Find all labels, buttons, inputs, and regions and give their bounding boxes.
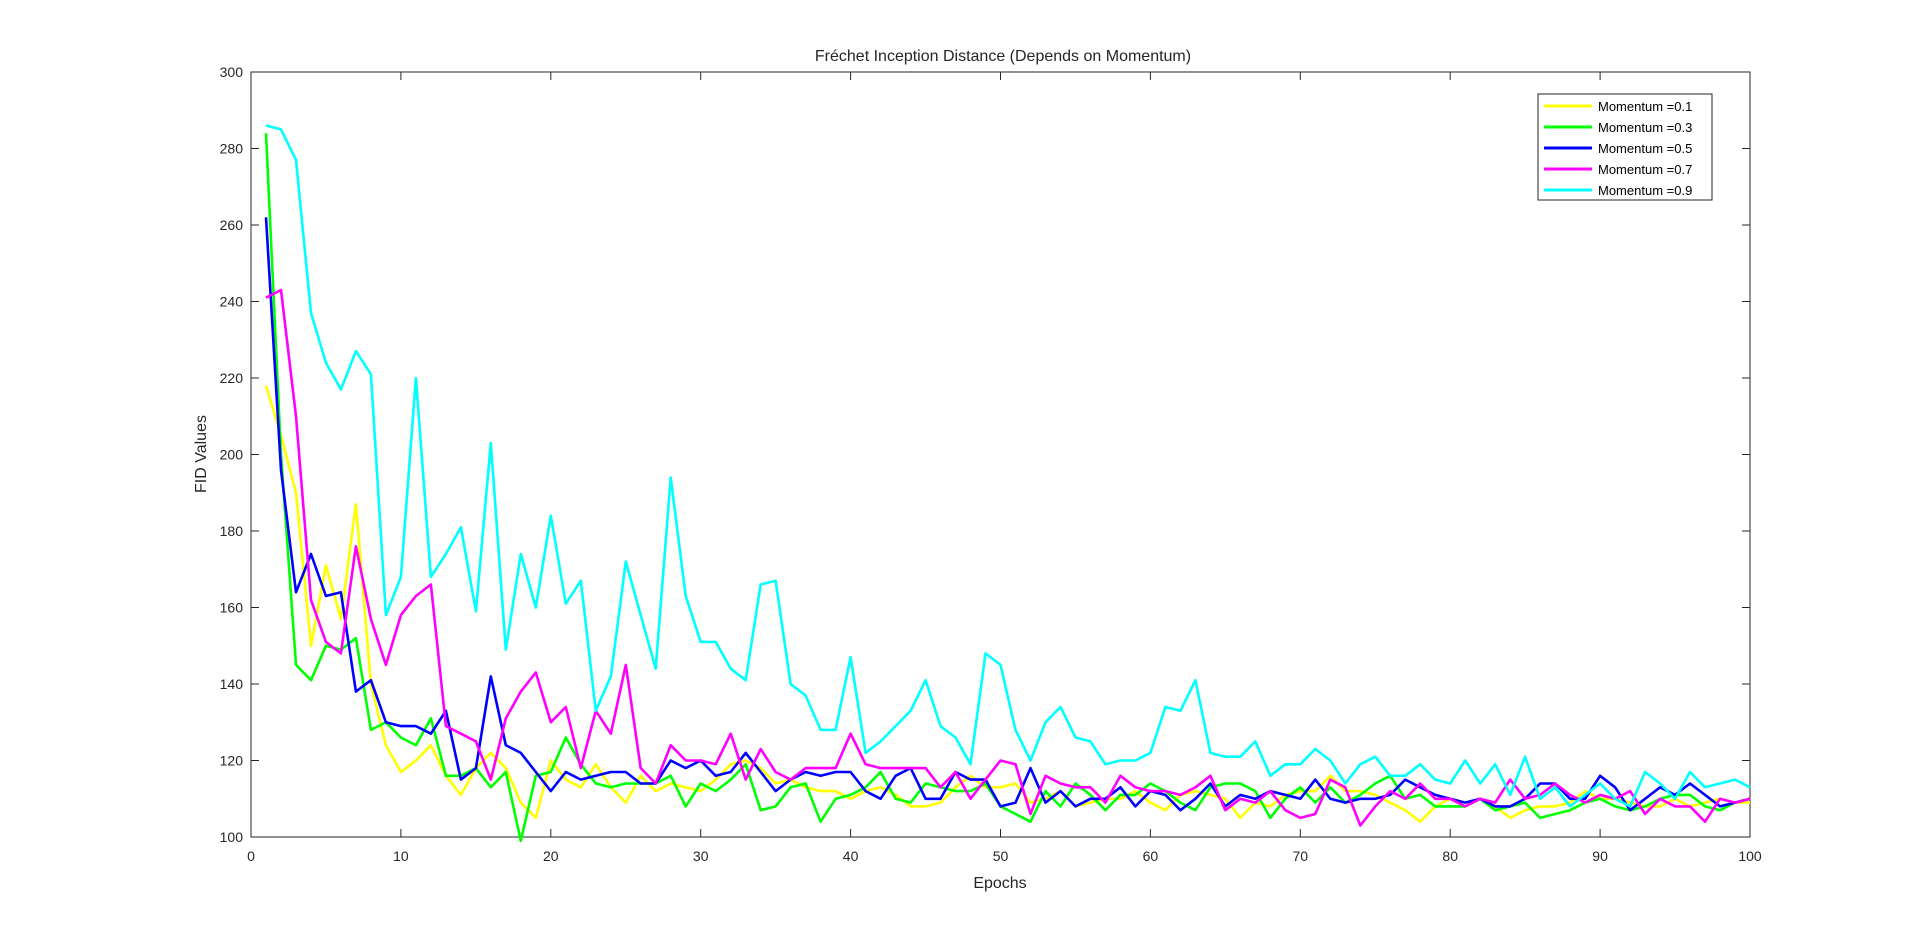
series-line-4 xyxy=(265,288,1751,827)
x-tick-label: 70 xyxy=(1293,848,1309,864)
series-line-2 xyxy=(264,133,1751,843)
legend-label-1: Momentum =0.1 xyxy=(1598,99,1692,114)
y-tick-label: 260 xyxy=(220,217,244,233)
legend: Momentum =0.1 Momentum =0.3 Momentum =0.5 M… xyxy=(1537,93,1713,201)
y-tick-label: 100 xyxy=(220,829,244,845)
x-tick-label: 100 xyxy=(1738,848,1762,864)
x-tick-label: 0 xyxy=(247,848,255,864)
y-tick-label: 280 xyxy=(220,141,244,157)
axes-layer: 0 10 20 30 40 50 60 70 80 90 100 100 120 140 160 180 200… xyxy=(220,64,1762,864)
series-line-3 xyxy=(264,217,1751,812)
plot-area: 0 10 20 30 40 50 60 70 80 90 100 100 120 140 160 180 200… xyxy=(220,64,1762,864)
y-tick-label: 220 xyxy=(220,370,244,386)
x-tick-label: 10 xyxy=(393,848,409,864)
x-tick-label: 90 xyxy=(1592,848,1608,864)
y-tick-label: 300 xyxy=(220,64,244,80)
y-tick-label: 180 xyxy=(220,523,244,539)
legend-label-3: Momentum =0.5 xyxy=(1598,141,1692,156)
legend-label-2: Momentum =0.3 xyxy=(1598,120,1692,135)
x-tick-label: 80 xyxy=(1442,848,1458,864)
x-tick-label: 40 xyxy=(843,848,859,864)
y-tick-label: 200 xyxy=(220,447,244,463)
y-tick-label: 160 xyxy=(220,600,244,616)
x-tick-label: 60 xyxy=(1143,848,1159,864)
legend-label-5: Momentum =0.9 xyxy=(1598,183,1692,198)
x-axis-label: Epochs xyxy=(973,875,1026,892)
y-tick-label: 120 xyxy=(220,753,244,769)
x-tick-label: 20 xyxy=(543,848,559,864)
y-tick-label: 240 xyxy=(220,294,244,310)
series-layer xyxy=(264,124,1751,843)
series-line-5 xyxy=(265,124,1751,808)
series-line-1 xyxy=(264,385,1750,824)
x-tick-label: 30 xyxy=(693,848,709,864)
y-tick-label: 140 xyxy=(220,676,244,692)
x-tick-label: 50 xyxy=(993,848,1009,864)
legend-label-4: Momentum =0.7 xyxy=(1598,162,1692,177)
chart-title: Fréchet Inception Distance (Depends on M… xyxy=(815,48,1191,65)
y-axis-label: FID Values xyxy=(193,415,210,493)
plot-frame xyxy=(250,71,1751,838)
